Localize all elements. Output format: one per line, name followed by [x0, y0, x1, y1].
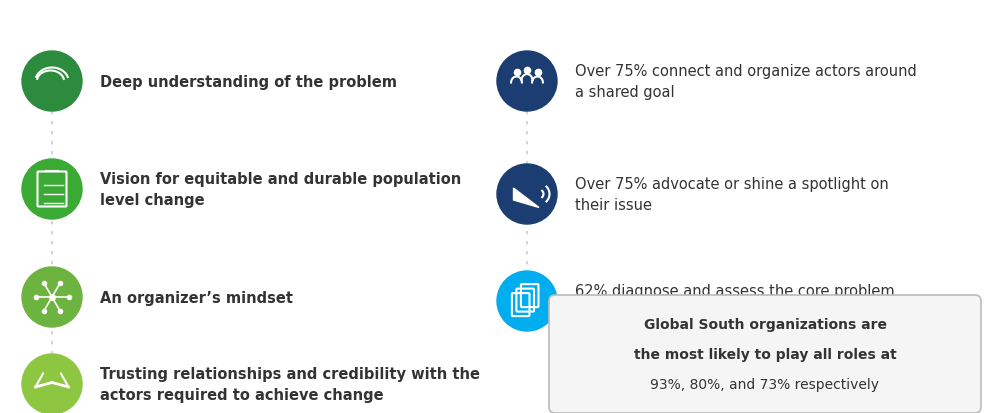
- Text: 62% diagnose and assess the core problem
and actors devoted to it: 62% diagnose and assess the core problem…: [575, 283, 895, 320]
- Circle shape: [497, 165, 557, 224]
- Circle shape: [22, 52, 82, 112]
- Text: 93%, 80%, and 73% respectively: 93%, 80%, and 73% respectively: [650, 377, 880, 391]
- Text: Over 75% connect and organize actors around
a shared goal: Over 75% connect and organize actors aro…: [575, 64, 917, 100]
- Text: Vision for equitable and durable population
level change: Vision for equitable and durable populat…: [100, 171, 461, 208]
- Text: Global South organizations are: Global South organizations are: [644, 318, 887, 332]
- Text: Over 75% advocate or shine a spotlight on
their issue: Over 75% advocate or shine a spotlight o…: [575, 176, 889, 213]
- FancyBboxPatch shape: [549, 295, 981, 413]
- Polygon shape: [514, 189, 539, 208]
- Circle shape: [22, 267, 82, 327]
- Circle shape: [22, 354, 82, 413]
- Circle shape: [22, 159, 82, 219]
- Text: Trusting relationships and credibility with the
actors required to achieve chang: Trusting relationships and credibility w…: [100, 366, 480, 402]
- Circle shape: [497, 271, 557, 331]
- Text: Deep understanding of the problem: Deep understanding of the problem: [100, 74, 397, 89]
- Circle shape: [497, 52, 557, 112]
- Text: An organizer’s mindset: An organizer’s mindset: [100, 290, 293, 305]
- Text: the most likely to play all roles at: the most likely to play all roles at: [634, 347, 896, 361]
